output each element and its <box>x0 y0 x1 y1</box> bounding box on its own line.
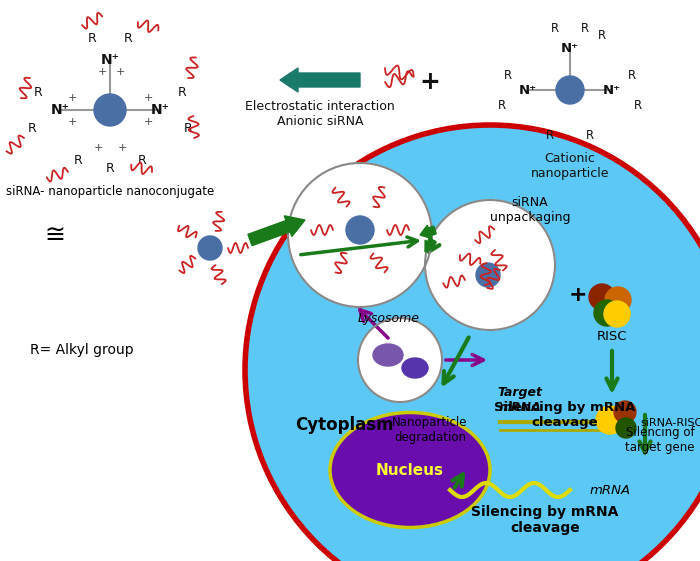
Text: R: R <box>634 99 642 112</box>
Text: R: R <box>546 128 554 141</box>
Text: R: R <box>581 21 589 34</box>
Text: +: + <box>144 117 153 127</box>
Circle shape <box>604 301 630 327</box>
Text: Silencing by mRNA
cleavage: Silencing by mRNA cleavage <box>471 505 619 535</box>
Text: N⁺: N⁺ <box>561 42 579 54</box>
Text: R: R <box>498 99 506 112</box>
Text: siRNA
unpackaging: siRNA unpackaging <box>490 196 570 224</box>
Text: +: + <box>118 143 127 153</box>
Text: N⁺: N⁺ <box>150 103 169 117</box>
Text: R: R <box>106 162 114 174</box>
Text: N⁺: N⁺ <box>603 84 621 96</box>
Text: +: + <box>419 70 440 94</box>
Text: siRNA-RISC: siRNA-RISC <box>640 418 700 428</box>
Text: ≅: ≅ <box>45 223 66 247</box>
Text: N⁺: N⁺ <box>50 103 69 117</box>
Text: R: R <box>178 85 186 99</box>
Text: R: R <box>124 31 132 44</box>
Text: +: + <box>116 67 125 77</box>
Text: +: + <box>67 93 77 103</box>
Text: RISC: RISC <box>596 330 627 343</box>
Circle shape <box>594 300 620 326</box>
Circle shape <box>358 318 442 402</box>
Text: Silencing by mRNA
cleavage: Silencing by mRNA cleavage <box>494 401 636 429</box>
Circle shape <box>596 406 624 434</box>
Text: Target
mRNA: Target mRNA <box>498 386 542 414</box>
Circle shape <box>198 236 222 260</box>
Text: +: + <box>97 67 106 77</box>
Text: N⁺: N⁺ <box>101 53 120 67</box>
Circle shape <box>94 94 126 126</box>
Text: Silencing of
target gene: Silencing of target gene <box>625 426 694 454</box>
Ellipse shape <box>402 358 428 378</box>
Circle shape <box>614 401 636 423</box>
FancyArrow shape <box>420 225 436 238</box>
Text: Electrostatic interaction: Electrostatic interaction <box>245 100 395 113</box>
Text: R: R <box>586 128 594 141</box>
Text: R: R <box>598 29 606 42</box>
Text: R: R <box>504 68 512 81</box>
FancyArrow shape <box>248 216 305 246</box>
Circle shape <box>556 76 584 104</box>
Text: R: R <box>183 122 192 135</box>
FancyArrow shape <box>280 68 360 92</box>
Text: R: R <box>74 154 83 167</box>
Circle shape <box>616 418 636 438</box>
Text: R: R <box>551 21 559 34</box>
Circle shape <box>288 163 432 307</box>
Circle shape <box>346 216 374 244</box>
Text: R: R <box>628 68 636 81</box>
Text: R: R <box>27 122 36 135</box>
Text: R: R <box>138 154 146 167</box>
Circle shape <box>589 284 615 310</box>
Text: +: + <box>93 143 103 153</box>
Text: Anionic siRNA: Anionic siRNA <box>276 115 363 128</box>
Text: N⁺: N⁺ <box>519 84 537 96</box>
Circle shape <box>245 125 700 561</box>
Circle shape <box>425 200 555 330</box>
Text: Cationic
nanoparticle: Cationic nanoparticle <box>531 152 609 180</box>
Text: siRNA- nanoparticle nanoconjugate: siRNA- nanoparticle nanoconjugate <box>6 185 214 198</box>
Text: R: R <box>88 31 97 44</box>
Text: Nanoparticle
degradation: Nanoparticle degradation <box>392 416 468 444</box>
Circle shape <box>605 287 631 313</box>
Text: +: + <box>144 93 153 103</box>
Text: R: R <box>34 85 43 99</box>
Text: Nucleus: Nucleus <box>376 462 444 477</box>
Text: +: + <box>67 117 77 127</box>
Ellipse shape <box>330 412 490 527</box>
Circle shape <box>476 263 500 287</box>
Text: Cytoplasm: Cytoplasm <box>295 416 393 434</box>
FancyArrow shape <box>425 238 436 252</box>
Text: R= Alkyl group: R= Alkyl group <box>30 343 134 357</box>
Text: mRNA: mRNA <box>590 484 631 496</box>
Text: Lysosome: Lysosome <box>358 312 420 325</box>
Text: +: + <box>568 285 587 305</box>
Ellipse shape <box>373 344 403 366</box>
